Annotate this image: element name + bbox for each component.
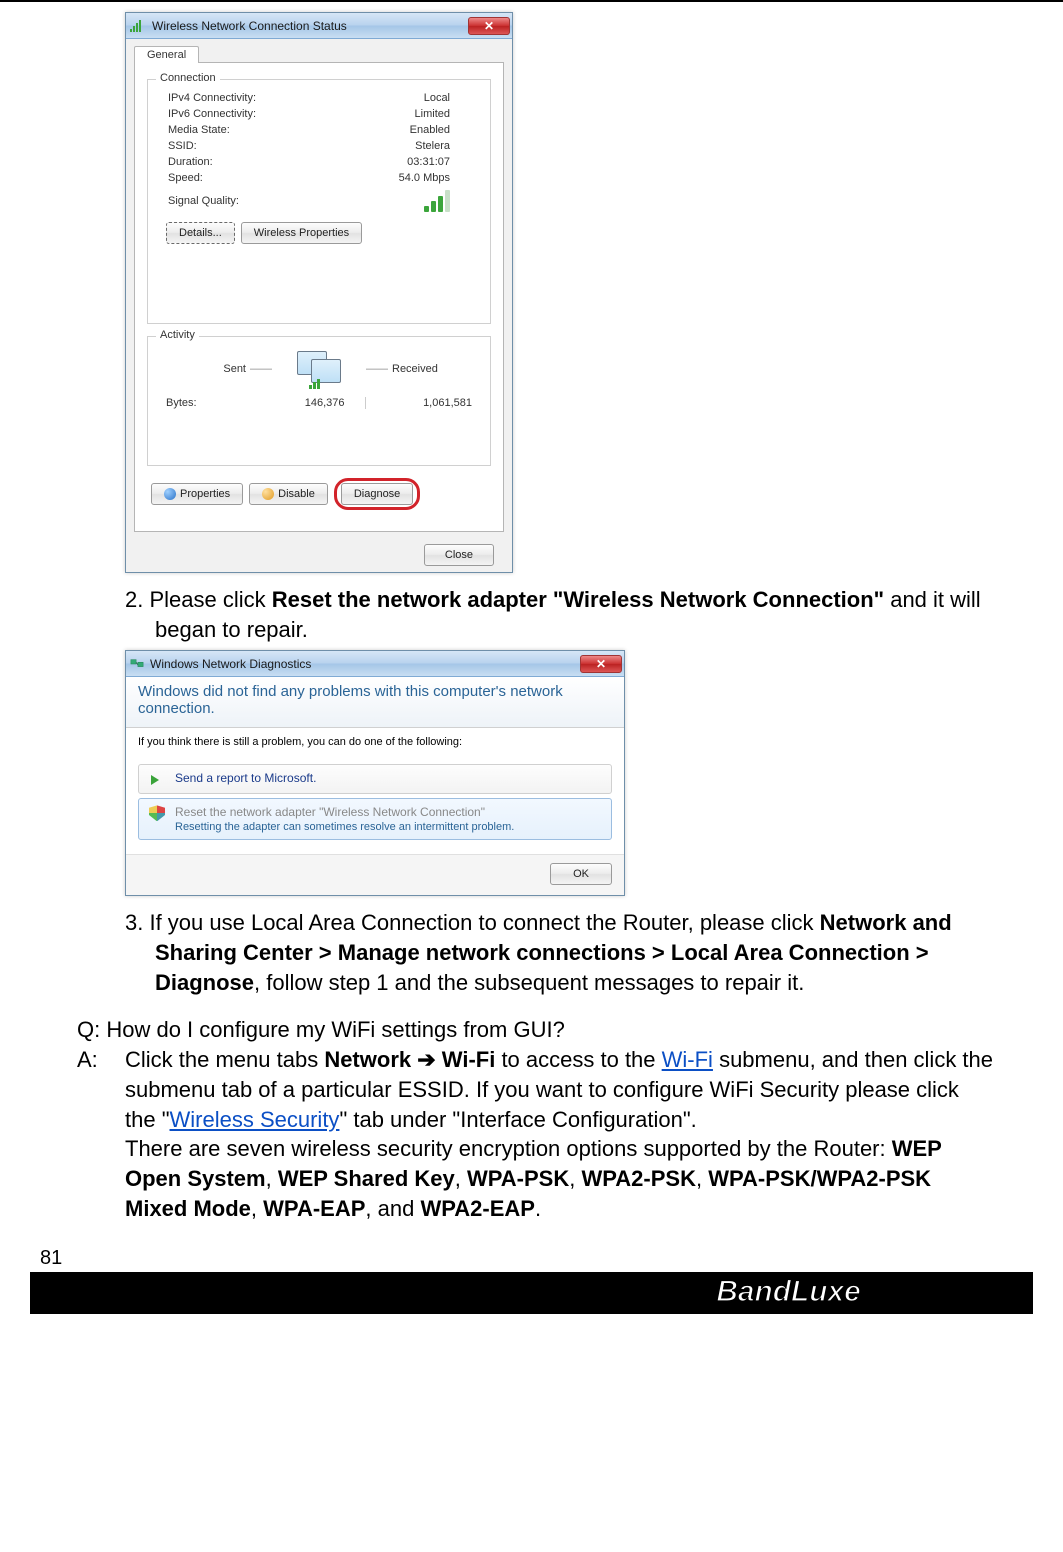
- network-diagnostics-dialog: Windows Network Diagnostics ✕ Windows di…: [125, 650, 625, 896]
- kv-val: Enabled: [335, 124, 480, 136]
- diag-sub-text: If you think there is still a problem, y…: [126, 728, 624, 756]
- diag-banner-text: Windows did not find any problems with t…: [126, 677, 624, 728]
- diag-option-reset-adapter[interactable]: Reset the network adapter "Wireless Netw…: [138, 798, 612, 840]
- activity-group-label: Activity: [156, 329, 199, 341]
- step2-bold: Reset the network adapter "Wireless Netw…: [272, 587, 884, 612]
- dialog-title: Wireless Network Connection Status: [152, 19, 462, 33]
- connection-group-label: Connection: [156, 72, 220, 84]
- kv-key: Duration:: [158, 156, 335, 168]
- wireless-properties-button[interactable]: Wireless Properties: [241, 222, 362, 244]
- qa-bold: Network ➔ Wi-Fi: [324, 1047, 495, 1072]
- diagnose-button[interactable]: Diagnose: [341, 483, 413, 505]
- diagnose-callout: Diagnose: [334, 478, 420, 510]
- kv-key: IPv4 Connectivity:: [158, 92, 335, 104]
- svg-text:™: ™: [946, 1276, 955, 1286]
- monitors-icon: [297, 351, 341, 387]
- disable-button[interactable]: Disable: [249, 483, 328, 505]
- step-2-text: 2. Please click Reset the network adapte…: [125, 585, 993, 644]
- step-3-text: 3. If you use Local Area Connection to c…: [125, 908, 993, 997]
- step2-prefix: 2. Please click: [125, 587, 272, 612]
- qa-answer-body: Click the menu tabs Network ➔ Wi-Fi to a…: [125, 1045, 993, 1223]
- properties-button[interactable]: Properties: [151, 483, 243, 505]
- disable-icon: [262, 488, 274, 500]
- kv-val: Stelera: [335, 140, 480, 152]
- received-label: ——Received: [354, 363, 480, 375]
- close-icon[interactable]: ✕: [580, 655, 622, 673]
- diag-option-label: Reset the network adapter "Wireless Netw…: [175, 805, 514, 819]
- diag-option-send-report[interactable]: Send a report to Microsoft.: [138, 764, 612, 794]
- step3-suffix: , follow step 1 and the subsequent messa…: [254, 970, 804, 995]
- qa-text: There are seven wireless security encryp…: [125, 1136, 892, 1161]
- details-button[interactable]: Details...: [166, 222, 235, 244]
- properties-button-label: Properties: [180, 488, 230, 500]
- qa-text: " tab under "Interface Configuration".: [339, 1107, 696, 1132]
- enc-option: WEP Shared Key: [278, 1166, 455, 1191]
- qa-text: Click the menu tabs: [125, 1047, 324, 1072]
- tab-general[interactable]: General: [134, 46, 199, 63]
- kv-key: Media State:: [158, 124, 335, 136]
- close-button[interactable]: Close: [424, 544, 494, 566]
- connection-group: Connection IPv4 Connectivity:Local IPv6 …: [147, 79, 491, 324]
- diag-option-label: Send a report to Microsoft.: [175, 771, 316, 785]
- shield-icon: [149, 805, 165, 821]
- kv-key: Speed:: [158, 172, 335, 184]
- arrow-icon: [149, 771, 165, 787]
- enc-option: WPA-EAP: [263, 1196, 365, 1221]
- kv-key: IPv6 Connectivity:: [158, 108, 335, 120]
- disable-button-label: Disable: [278, 488, 315, 500]
- page-footer: 81 BandLuxe ™: [30, 1247, 1033, 1326]
- signal-icon: [130, 20, 146, 32]
- kv-val: 03:31:07: [335, 156, 480, 168]
- signal-bars-icon: [424, 190, 450, 212]
- kv-val: Local: [335, 92, 480, 104]
- signal-quality-label: Signal Quality:: [158, 195, 335, 207]
- enc-option: WPA2-EAP: [420, 1196, 535, 1221]
- received-label-text: Received: [392, 363, 438, 375]
- kv-val: Limited: [335, 108, 480, 120]
- qa-a-label: A:: [77, 1045, 125, 1223]
- enc-option: WPA2-PSK: [581, 1166, 696, 1191]
- wireless-security-link[interactable]: Wireless Security: [170, 1107, 340, 1132]
- kv-val: 54.0 Mbps: [335, 172, 480, 184]
- sent-label-text: Sent: [223, 363, 246, 375]
- gear-icon: [164, 488, 176, 500]
- enc-option: WPA-PSK: [467, 1166, 569, 1191]
- dialog-titlebar: Wireless Network Connection Status ✕: [126, 13, 512, 39]
- brand-logo: BandLuxe ™: [659, 1264, 1019, 1320]
- close-icon[interactable]: ✕: [468, 17, 510, 35]
- wifi-link[interactable]: Wi-Fi: [662, 1047, 713, 1072]
- diag-titlebar: Windows Network Diagnostics ✕: [126, 651, 624, 677]
- activity-group: Activity Sent—— ——Received Bytes:: [147, 336, 491, 466]
- sent-label: Sent——: [158, 363, 284, 375]
- diag-window-icon: [130, 657, 144, 671]
- bytes-sent: 146,376: [238, 397, 365, 409]
- wireless-status-dialog: Wireless Network Connection Status ✕ Gen…: [125, 12, 513, 573]
- step3-prefix: 3. If you use Local Area Connection to c…: [125, 910, 820, 935]
- bytes-label: Bytes:: [158, 397, 238, 409]
- ok-button[interactable]: OK: [550, 863, 612, 885]
- qa-text: to access to the: [495, 1047, 661, 1072]
- kv-key: SSID:: [158, 140, 335, 152]
- qa-question: Q: How do I configure my WiFi settings f…: [77, 1015, 993, 1045]
- svg-text:BandLuxe: BandLuxe: [716, 1275, 860, 1308]
- diag-option-sub: Resetting the adapter can sometimes reso…: [175, 821, 514, 833]
- diag-title: Windows Network Diagnostics: [150, 657, 574, 671]
- bytes-received: 1,061,581: [366, 397, 481, 409]
